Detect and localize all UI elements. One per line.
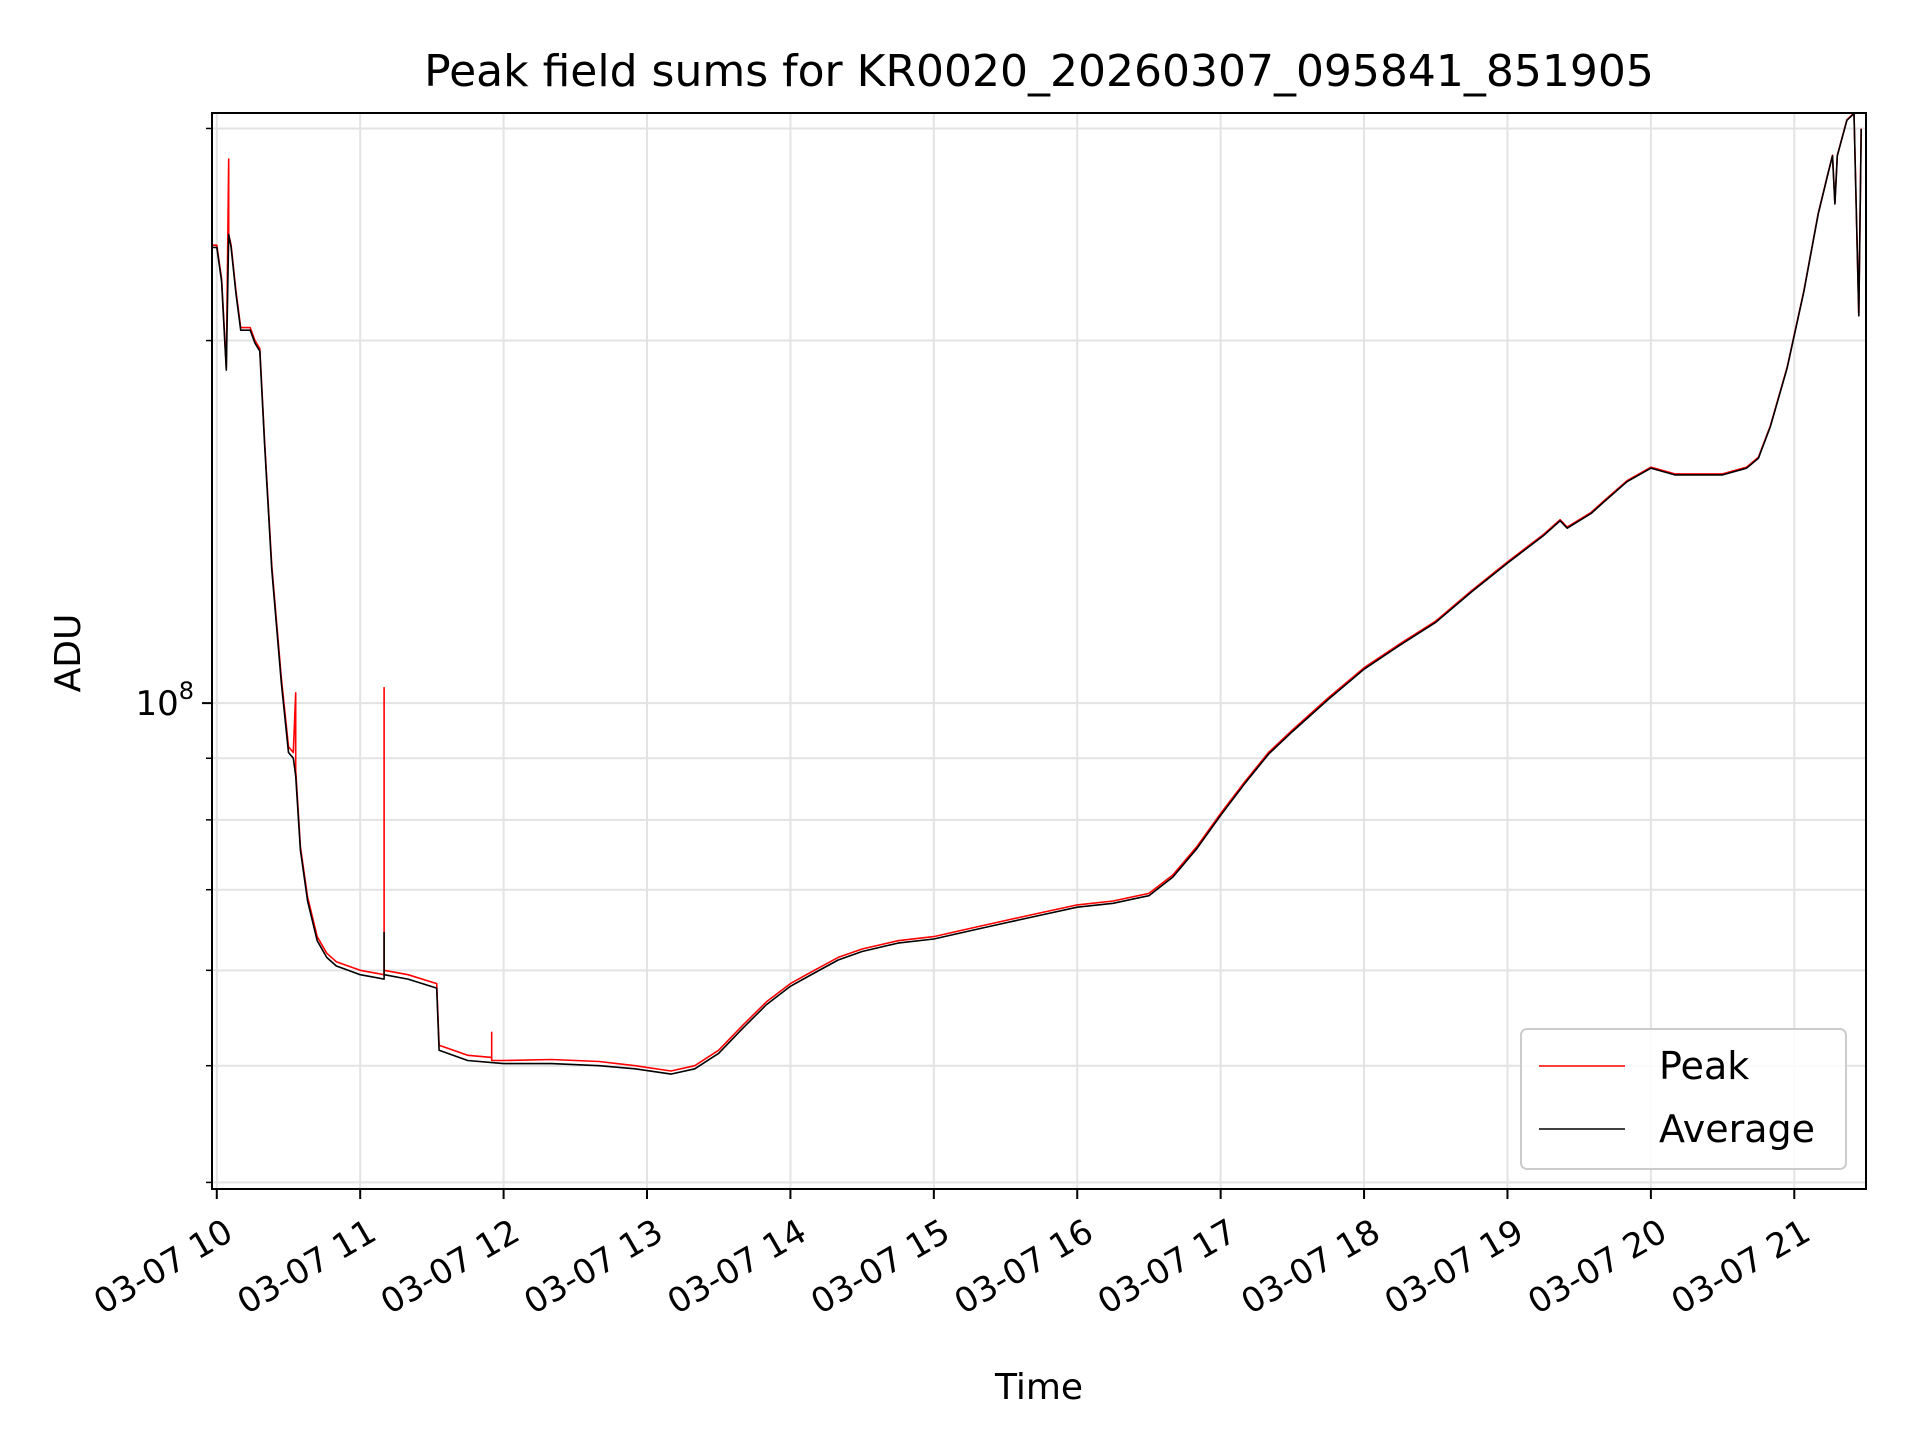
- x-tick-label: 03-07 15: [804, 1212, 956, 1323]
- x-tick-label: 03-07 17: [1091, 1212, 1243, 1323]
- x-tick-label: 03-07 11: [231, 1212, 383, 1323]
- x-tick-label: 03-07 20: [1521, 1212, 1673, 1323]
- legend-label-peak: Peak: [1659, 1044, 1749, 1088]
- x-tick-label: 03-07 12: [374, 1212, 526, 1323]
- chart-title: Peak field sums for KR0020_20260307_0958…: [424, 46, 1654, 97]
- legend: Peak Average: [1520, 1028, 1847, 1170]
- y-tick-label: 108: [135, 677, 194, 724]
- x-axis-label: Time: [994, 1367, 1083, 1408]
- series-line-peak: [212, 113, 1862, 1072]
- plot-series: [212, 113, 1862, 1075]
- x-tick-label: 03-07 16: [948, 1212, 1100, 1323]
- x-tick-label: 03-07 21: [1665, 1212, 1817, 1323]
- y-axis-label: ADU: [48, 614, 89, 693]
- grid-lines: [212, 113, 1866, 1189]
- legend-box: [1520, 1028, 1847, 1170]
- x-tick-label: 03-07 13: [518, 1212, 670, 1323]
- x-tick-label: 03-07 10: [87, 1212, 239, 1323]
- x-tick-label: 03-07 14: [661, 1212, 813, 1323]
- x-tick-label: 03-07 19: [1378, 1212, 1530, 1323]
- x-tick-label: 03-07 18: [1235, 1212, 1387, 1323]
- plot-frame: [211, 112, 1867, 1190]
- series-line-average: [212, 113, 1862, 1075]
- legend-label-average: Average: [1659, 1107, 1815, 1151]
